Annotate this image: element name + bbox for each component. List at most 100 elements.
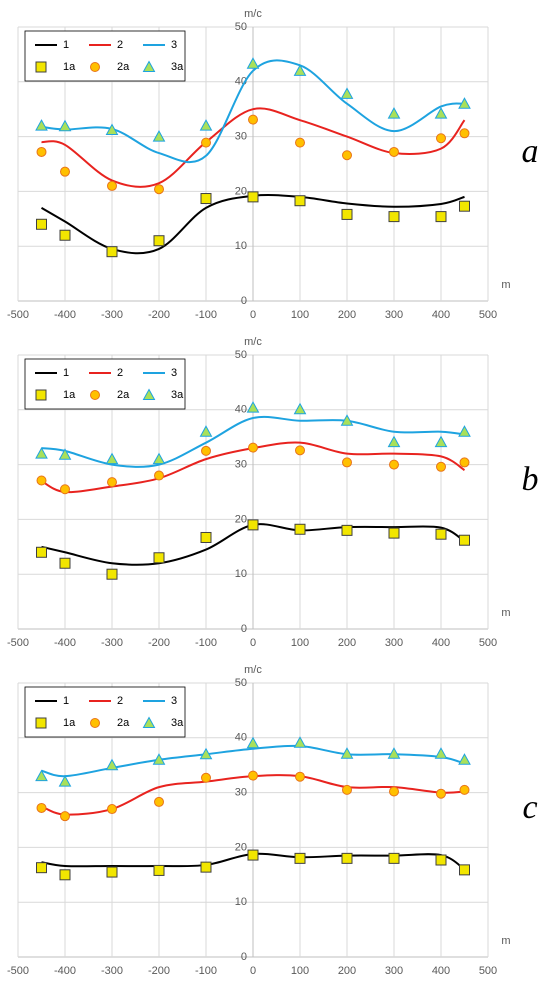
x-tick-label: 300	[385, 965, 403, 977]
legend-label: 2a	[117, 61, 130, 73]
marker-triangle	[152, 130, 166, 142]
y-tick-label: 30	[235, 787, 247, 799]
marker-square	[35, 389, 47, 401]
marker-circle	[248, 442, 258, 453]
legend-label: 3a	[171, 61, 184, 73]
marker-triangle	[35, 769, 48, 782]
marker-square	[153, 552, 165, 564]
marker-triangle	[387, 107, 401, 119]
x-tick-label: 300	[385, 309, 403, 321]
marker-triangle	[152, 753, 166, 765]
x-tick-label: -400	[54, 965, 76, 977]
marker-circle	[201, 137, 211, 148]
y-axis-label: m/c	[244, 664, 262, 676]
marker-triangle	[58, 448, 72, 460]
marker-triangle	[58, 119, 72, 132]
marker-triangle	[458, 97, 471, 109]
x-tick-label: -400	[54, 309, 76, 321]
legend-label: 1	[63, 367, 69, 379]
legend-box	[24, 30, 186, 82]
marker-triangle	[293, 402, 307, 415]
x-tick-label: -200	[148, 637, 170, 649]
marker-circle	[60, 166, 70, 177]
marker-triangle	[434, 747, 448, 759]
x-tick-label: -400	[54, 637, 76, 649]
marker-circle	[154, 470, 164, 481]
legend-label: 1a	[63, 717, 76, 729]
marker-square	[35, 717, 47, 729]
y-tick-label: 40	[235, 404, 247, 416]
marker-square	[36, 218, 47, 230]
marker-square	[341, 852, 353, 864]
x-axis-label: m	[501, 279, 510, 291]
marker-triangle	[246, 736, 260, 749]
marker-square	[153, 235, 165, 247]
marker-square	[247, 519, 259, 531]
marker-circle	[389, 459, 399, 470]
x-tick-label: -200	[148, 309, 170, 321]
legend-box	[24, 686, 186, 738]
marker-circle	[295, 445, 305, 456]
y-tick-label: 0	[241, 295, 247, 307]
x-tick-label: 100	[291, 309, 309, 321]
panel-label: b	[522, 461, 539, 498]
x-tick-label: -100	[195, 637, 217, 649]
x-tick-label: -300	[101, 637, 123, 649]
marker-square	[106, 568, 118, 580]
legend-label: 1a	[63, 61, 76, 73]
x-tick-label: 200	[338, 965, 356, 977]
legend-label: 3a	[171, 389, 184, 401]
marker-square	[59, 229, 71, 241]
marker-triangle	[105, 123, 119, 136]
legend-label: 3	[171, 39, 177, 51]
panel-label: a	[522, 133, 539, 170]
marker-triangle	[458, 753, 471, 765]
series-line	[41, 744, 465, 778]
marker-square	[388, 852, 400, 864]
marker-circle	[107, 477, 117, 488]
y-axis-label: m/c	[244, 8, 262, 20]
marker-circle	[60, 484, 70, 495]
legend-label: 2	[117, 367, 123, 379]
legend-label: 2	[117, 695, 123, 707]
marker-circle	[389, 146, 399, 157]
marker-square	[459, 534, 470, 546]
marker-circle	[154, 184, 164, 195]
marker-circle	[459, 784, 470, 795]
marker-triangle	[35, 119, 48, 131]
x-tick-label: -500	[7, 965, 29, 977]
marker-square	[153, 864, 165, 876]
marker-circle	[154, 796, 164, 807]
x-tick-label: 100	[291, 637, 309, 649]
marker-square	[388, 527, 400, 539]
marker-circle	[36, 475, 47, 486]
y-tick-label: 20	[235, 513, 247, 525]
marker-triangle	[246, 401, 260, 413]
marker-square	[435, 211, 447, 223]
marker-circle	[436, 788, 446, 799]
marker-circle	[90, 62, 100, 72]
marker-square	[35, 61, 47, 73]
marker-triangle	[199, 425, 213, 437]
series-line	[41, 59, 465, 164]
y-tick-label: 40	[235, 732, 247, 744]
x-axis-label: m	[501, 935, 510, 947]
marker-circle	[436, 133, 446, 144]
marker-triangle	[434, 107, 448, 119]
marker-triangle	[142, 60, 156, 72]
marker-circle	[295, 771, 305, 782]
marker-triangle	[105, 452, 119, 465]
y-tick-label: 10	[235, 896, 247, 908]
marker-triangle	[199, 119, 213, 131]
marker-circle	[201, 772, 211, 783]
x-tick-label: 500	[479, 309, 497, 321]
marker-triangle	[142, 388, 156, 400]
x-tick-label: 0	[250, 637, 256, 649]
marker-circle	[36, 146, 47, 157]
marker-triangle	[387, 435, 401, 448]
marker-square	[459, 864, 470, 876]
marker-square	[294, 852, 306, 864]
x-tick-label: 100	[291, 965, 309, 977]
y-tick-label: 0	[241, 623, 247, 635]
x-tick-label: 200	[338, 309, 356, 321]
